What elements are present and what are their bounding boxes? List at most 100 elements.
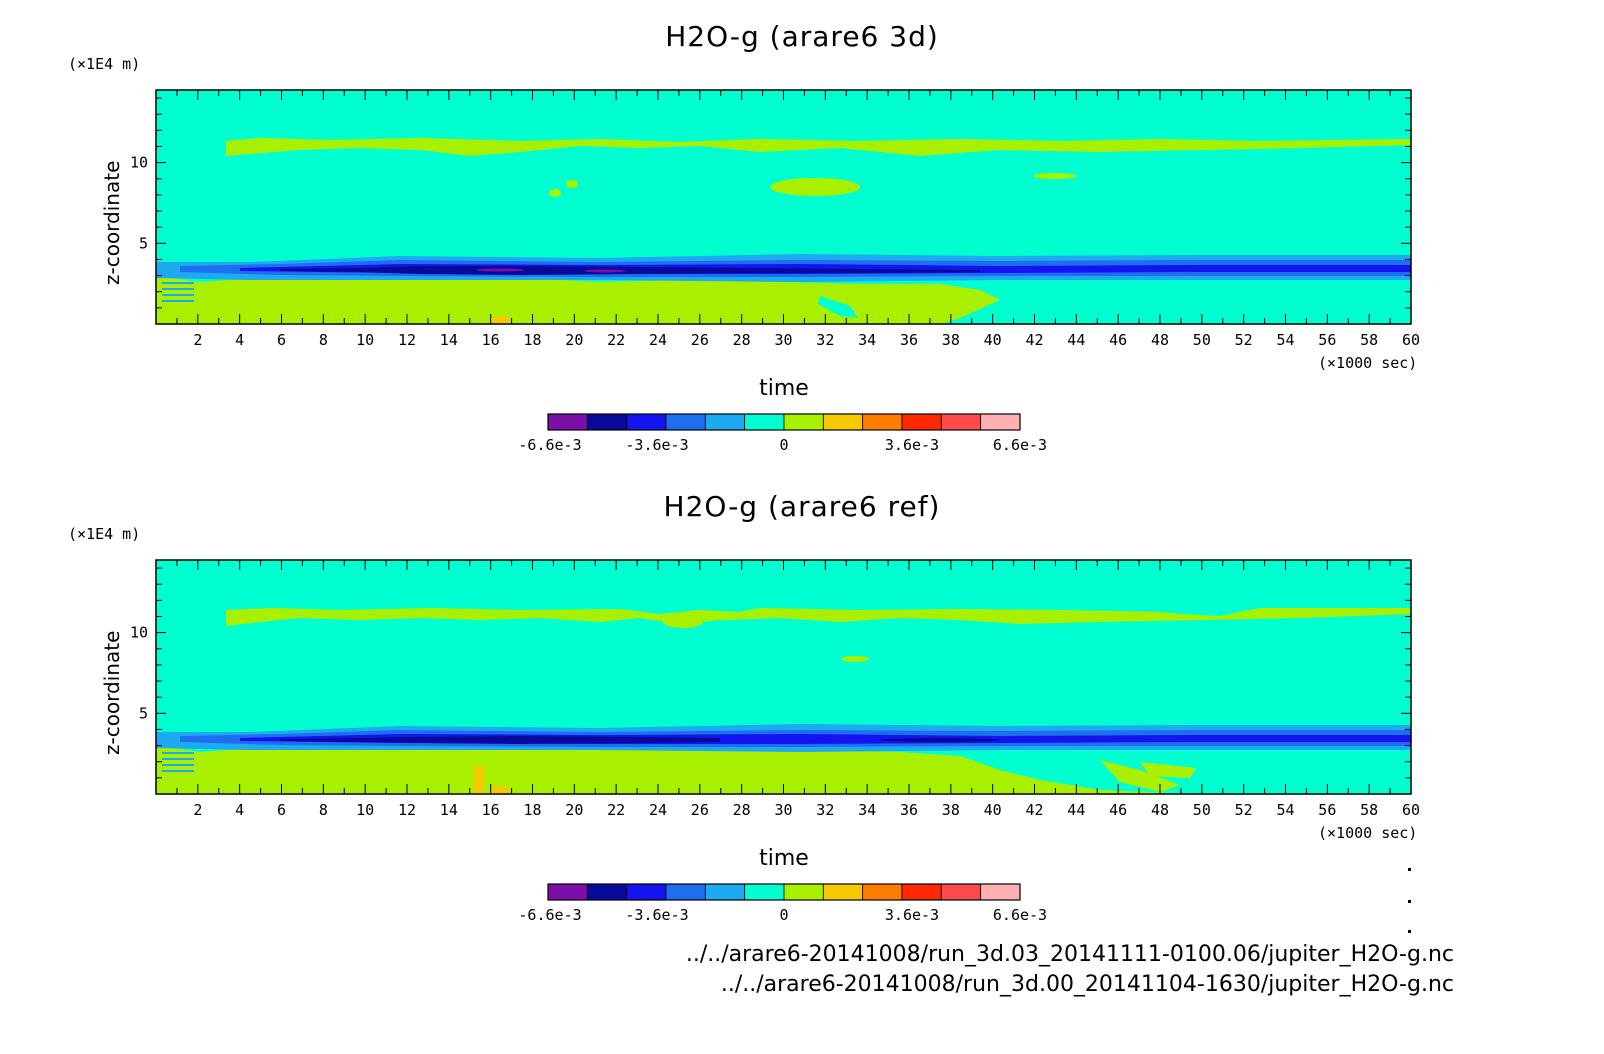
y-unit-label: (×1E4 m)	[68, 55, 141, 73]
x-tick-label: 54	[1276, 801, 1294, 819]
min-value-streak	[585, 269, 625, 273]
file-path-2: ../../arare6-20141008/run_3d.00_20141104…	[720, 972, 1454, 997]
x-tick-label: 50	[1193, 331, 1211, 349]
cb-label-4: 6.6e-3	[992, 906, 1048, 924]
x-tick-label: 2	[193, 801, 202, 819]
x-tick-label: 52	[1235, 331, 1253, 349]
colorbar-swatch	[586, 413, 628, 431]
x-tick-label: 30	[774, 331, 792, 349]
high-value-spot	[490, 786, 510, 794]
x-tick-label: 12	[398, 331, 416, 349]
x-tick-label: 52	[1235, 801, 1253, 819]
x-tick-label: 8	[319, 331, 328, 349]
panel-ref: H2O-g (arare6 ref) (×1E4 m) z-coordinate…	[0, 470, 1604, 940]
cb-label-4: 6.6e-3	[992, 436, 1048, 454]
x-tick-label: 32	[816, 331, 834, 349]
colorbar-frame	[547, 413, 1021, 431]
x-tick-label: 60	[1402, 331, 1420, 349]
colorbar-swatch	[980, 883, 1021, 901]
colorbar-swatch	[704, 413, 746, 431]
x-tick-label: 16	[482, 331, 500, 349]
x-tick-label: 26	[691, 801, 709, 819]
colorbar-frame	[547, 883, 1021, 901]
x-tick-label: 36	[900, 801, 918, 819]
dry-layer-core	[280, 736, 720, 744]
x-tick-label: 54	[1276, 331, 1294, 349]
dot-marker	[1408, 900, 1411, 903]
x-tick-label: 44	[1067, 801, 1085, 819]
min-value-streak	[476, 268, 524, 272]
x-tick-label: 6	[277, 801, 286, 819]
colorbar-swatch	[704, 883, 746, 901]
colorbar-swatch	[862, 883, 903, 901]
moist-blob	[1033, 173, 1077, 179]
x-tick-label: 6	[277, 331, 286, 349]
x-tick-label: 42	[1025, 331, 1043, 349]
x-tick-label: 56	[1318, 801, 1336, 819]
x-tick-label: 32	[816, 801, 834, 819]
moist-blob	[841, 656, 869, 662]
cb-label-2: 0	[779, 436, 789, 454]
x-axis-label: time	[759, 376, 809, 401]
x-tick-label: 28	[733, 801, 751, 819]
cb-label-3: 3.6e-3	[884, 436, 940, 454]
dot-marker	[1408, 868, 1411, 871]
x-tick-label: 40	[984, 801, 1002, 819]
colorbar-swatch	[940, 413, 982, 431]
x-unit-label: (×1000 sec)	[1318, 824, 1418, 842]
x-tick-label: 38	[942, 331, 960, 349]
moist-blob	[770, 178, 860, 196]
x-tick-label: 18	[523, 801, 541, 819]
colorbar-swatch	[901, 413, 942, 431]
upper-moist-band	[226, 608, 1411, 626]
panel-3d: H2O-g (arare6 3d) (×1E4 m) z-coordinate …	[0, 0, 1604, 490]
x-tick-label: 14	[440, 331, 458, 349]
colorbar-swatch	[744, 883, 785, 901]
x-tick-label: 42	[1025, 801, 1043, 819]
x-tick-label: 20	[565, 331, 583, 349]
cb-label-1: -3.6e-3	[625, 436, 689, 454]
colorbar-swatch	[980, 413, 1021, 431]
x-tick-label: 44	[1067, 331, 1085, 349]
moist-blob	[566, 180, 578, 188]
x-tick-label: 4	[235, 801, 244, 819]
lower-moist-region	[156, 276, 1000, 324]
x-tick-label: 36	[900, 331, 918, 349]
y-tick-label: 10	[130, 624, 148, 642]
colorbar-swatch	[547, 883, 588, 901]
colorbar-swatch	[862, 413, 903, 431]
x-tick-label: 26	[691, 331, 709, 349]
colorbar-swatch	[547, 413, 588, 431]
chart-title: H2O-g (arare6 3d)	[665, 20, 939, 53]
x-tick-label: 46	[1109, 801, 1127, 819]
heatmap-plot: 2 4 6 8 10 12 14 16 18 20 22 24 26 28 30 32 34 36 38 40 42 44…	[130, 89, 1420, 431]
x-tick-label: 46	[1109, 331, 1127, 349]
x-tick-label: 16	[482, 801, 500, 819]
x-tick-label: 22	[607, 801, 625, 819]
x-tick-label: 24	[649, 801, 667, 819]
x-tick-label: 22	[607, 331, 625, 349]
x-tick-label: 34	[858, 801, 876, 819]
high-value-spot	[490, 316, 510, 324]
colorbar-swatch	[744, 413, 785, 431]
cb-label-3: 3.6e-3	[884, 906, 940, 924]
lower-moist-region	[156, 746, 1200, 794]
y-tick-label: 5	[139, 234, 148, 252]
cb-label-1: -3.6e-3	[625, 906, 689, 924]
x-tick-label: 20	[565, 801, 583, 819]
dry-layer-core	[280, 266, 980, 275]
x-unit-label: (×1000 sec)	[1318, 354, 1418, 372]
colorbar-swatch	[783, 413, 824, 431]
colorbar-swatch	[901, 883, 942, 901]
high-value-spot	[474, 766, 484, 794]
x-tick-label: 2	[193, 331, 202, 349]
y-tick-label: 10	[130, 154, 148, 172]
moist-blob	[663, 616, 703, 628]
x-tick-label: 56	[1318, 331, 1336, 349]
x-tick-label: 4	[235, 331, 244, 349]
cb-label-2: 0	[779, 906, 789, 924]
file-path-1: ../../arare6-20141008/run_3d.03_20141111…	[685, 942, 1454, 967]
cb-label-0: -6.6e-3	[518, 906, 582, 924]
upper-moist-band	[226, 138, 1411, 156]
colorbar-swatch	[940, 883, 982, 901]
